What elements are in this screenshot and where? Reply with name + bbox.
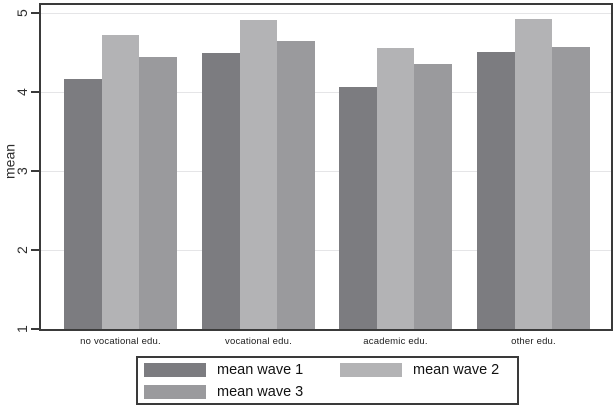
bar-group-4 [477,18,591,329]
gridline-y-5 [41,12,611,14]
bar [477,51,515,329]
bar-group-3 [339,47,453,329]
y-tick [31,249,39,251]
y-tick [31,12,39,14]
bar [414,64,453,329]
legend-swatch [144,384,206,399]
bar-group-2 [202,20,316,329]
x-category-label: academic edu. [363,336,428,347]
x-category-label: other edu. [511,336,556,347]
gridline-y-4 [41,91,611,93]
legend-label: mean wave 1 [217,361,304,378]
legend: mean wave 1 mean wave 2 mean wave 3 [136,356,519,405]
y-tick [31,91,39,93]
legend-item: mean wave 2 [340,359,517,381]
bar [64,79,102,329]
y-tick-label: 2 [14,246,30,254]
y-tick-label: 1 [14,325,30,333]
y-tick-label: 3 [14,167,30,175]
bar [339,86,377,329]
legend-swatch [340,362,402,377]
y-tick-label: 4 [14,88,30,96]
bar [239,20,278,329]
legend-swatch [144,362,206,377]
legend-label: mean wave 2 [413,361,500,378]
bar [277,40,316,329]
x-category-label: vocational edu. [225,336,292,347]
y-tick [31,170,39,172]
x-category-label: no vocational edu. [80,336,161,347]
bar [101,35,140,329]
plot-area [39,3,613,331]
gridline-y-3 [41,170,611,172]
bar [139,57,178,329]
legend-item: mean wave 1 [144,359,340,381]
y-tick-label: 5 [14,9,30,17]
bar [202,52,240,329]
y-tick [31,328,39,330]
legend-item: mean wave 3 [144,381,340,403]
bar [552,47,591,329]
gridline-y-2 [41,249,611,251]
bar-group-1 [64,35,178,329]
bar [376,47,415,329]
legend-label: mean wave 3 [217,383,304,400]
bar [514,18,553,329]
